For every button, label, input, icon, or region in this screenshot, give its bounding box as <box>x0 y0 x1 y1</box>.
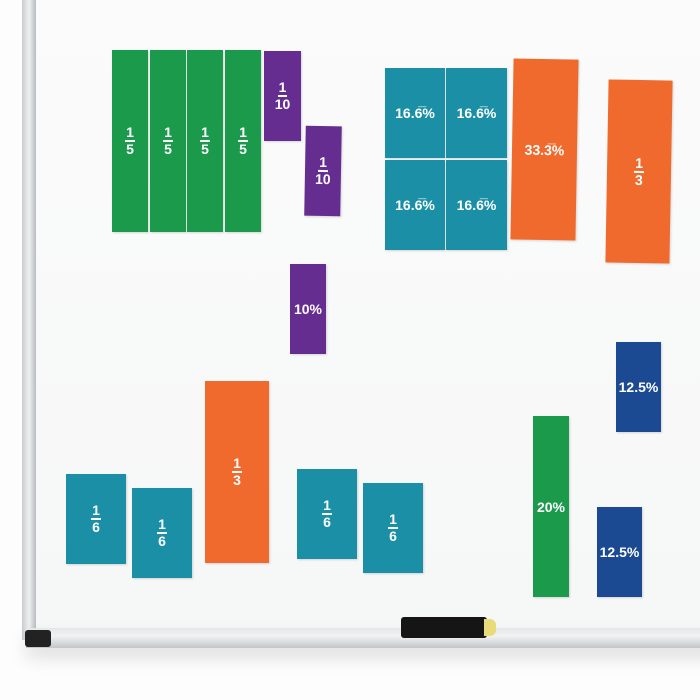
numerator: 1 <box>157 516 167 534</box>
fraction-tile[interactable]: 33.3̅% <box>510 58 579 241</box>
tray-endcap <box>25 630 51 647</box>
denominator: 6 <box>389 528 397 544</box>
denominator: 6 <box>323 514 331 530</box>
denominator: 10 <box>274 96 291 112</box>
fraction-tile[interactable]: 20% <box>533 416 569 597</box>
numerator: 1 <box>634 154 645 173</box>
denominator: 6 <box>158 533 166 549</box>
numerator: 1 <box>232 455 242 473</box>
whiteboard-frame <box>22 0 36 640</box>
fraction-label: 1 10 <box>275 80 291 112</box>
tile-label: 16.6̅% <box>395 105 435 121</box>
denominator: 3 <box>634 171 643 188</box>
fraction-tile[interactable]: 12.5% <box>616 342 661 432</box>
fraction-tile[interactable]: 1 10 <box>264 51 301 141</box>
numerator: 1 <box>388 511 398 529</box>
denominator: 10 <box>314 170 331 188</box>
denominator: 3 <box>233 472 241 488</box>
fraction-tile[interactable]: 1 10 <box>304 125 342 217</box>
fraction-tile[interactable]: 16.6̅% <box>385 160 445 250</box>
fraction-tile[interactable]: 16.6̅% <box>446 68 507 158</box>
denominator: 5 <box>239 141 247 157</box>
numerator: 1 <box>125 124 135 142</box>
denominator: 5 <box>164 141 172 157</box>
numerator: 1 <box>238 124 248 142</box>
numerator: 1 <box>200 124 210 142</box>
denominator: 5 <box>201 141 209 157</box>
fraction-label: 1 10 <box>314 154 331 188</box>
denominator: 6 <box>92 519 100 535</box>
dry-erase-marker[interactable] <box>401 617 487 638</box>
tile-label: 10% <box>293 301 323 317</box>
fraction-tile[interactable]: 16.6̅% <box>446 160 507 250</box>
tile-label: 20% <box>536 498 566 515</box>
numerator: 1 <box>322 497 332 515</box>
tile-label: 12.5% <box>599 544 640 560</box>
tile-label: 16.6̅% <box>456 105 497 121</box>
numerator: 1 <box>318 154 329 173</box>
numerator: 1 <box>163 124 173 142</box>
tile-label: 12.5% <box>618 379 659 395</box>
denominator: 5 <box>126 141 134 157</box>
tile-label: 33.3̅% <box>524 141 565 158</box>
numerator: 1 <box>91 502 101 520</box>
numerator: 1 <box>277 79 288 97</box>
tile-label: 16.6̅% <box>456 197 497 213</box>
marker-tray <box>26 628 700 648</box>
marker-cap-end <box>484 619 496 636</box>
fraction-tile[interactable]: 12.5% <box>597 507 642 597</box>
fraction-tile[interactable]: 10% <box>290 264 326 354</box>
fraction-tile[interactable]: 16.6̅% <box>385 68 445 158</box>
tile-label: 16.6̅% <box>395 197 435 213</box>
